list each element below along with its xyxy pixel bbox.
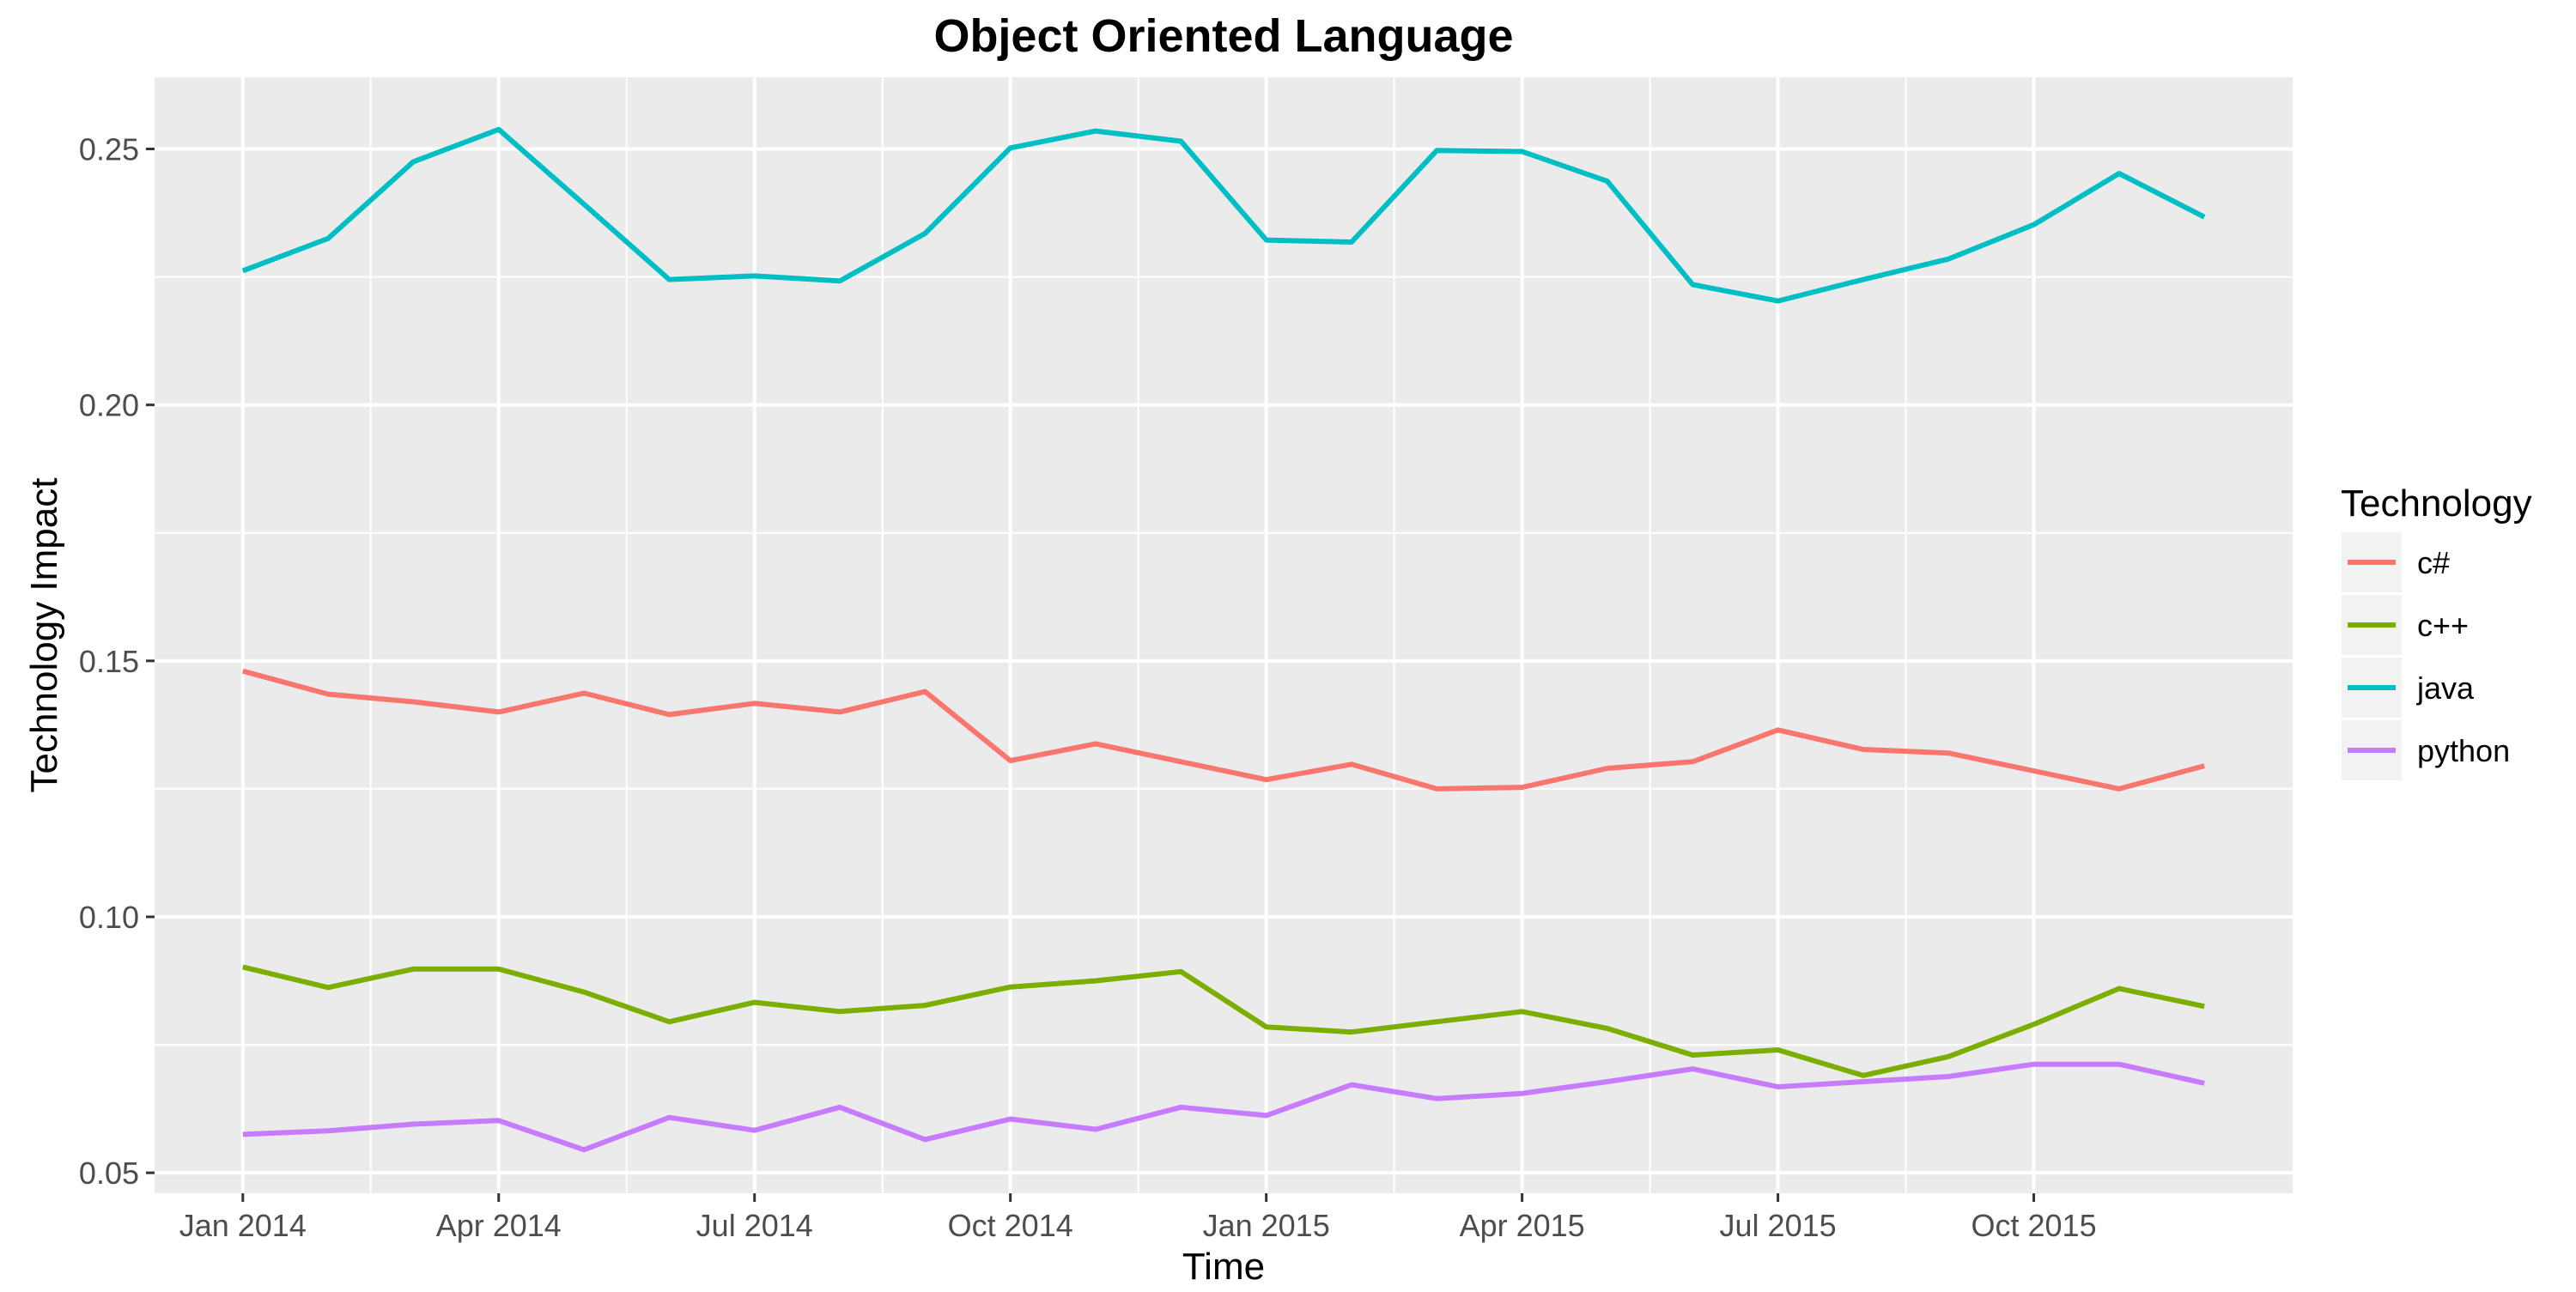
y-tick-label: 0.15 [79, 644, 139, 679]
legend-label-python: python [2417, 733, 2510, 768]
y-tick-label: 0.05 [79, 1156, 139, 1191]
series-line-c# [242, 668, 2205, 792]
axes: 0.05 0.10 0.15 0.20 0.25 Jan 2014 Apr 2014 Jul … [79, 131, 2097, 1243]
legend-title: Technology [2341, 482, 2532, 525]
y-axis-title: Technology Impact [23, 478, 65, 793]
x-tick-label: Jul 2015 [1720, 1208, 1837, 1243]
gridlines [155, 77, 2293, 1193]
x-axis-title: Time [1182, 1246, 1265, 1288]
x-tick-label: Oct 2015 [1971, 1208, 2097, 1243]
series-line-c++ [242, 964, 2205, 1078]
legend: Technology c# c++ java python [2341, 482, 2532, 780]
legend-label-java: java [2416, 670, 2475, 706]
x-tick-label: Apr 2014 [436, 1208, 562, 1243]
series-line-java [241, 126, 2206, 304]
series-lines [241, 126, 2206, 1153]
y-tick-label: 0.25 [79, 131, 139, 167]
x-tick-label: Jan 2015 [1203, 1208, 1330, 1243]
legend-label-c#: c# [2417, 545, 2450, 580]
y-tick-label: 0.10 [79, 900, 139, 935]
x-tick-label: Oct 2014 [948, 1208, 1073, 1243]
y-tick-label: 0.20 [79, 388, 139, 423]
legend-label-c++: c++ [2417, 608, 2469, 643]
plot-background [155, 77, 2293, 1193]
plot-panel [155, 77, 2293, 1193]
x-tick-label: Apr 2015 [1460, 1208, 1585, 1243]
series-line-python [242, 1061, 2205, 1153]
x-tick-label: Jul 2014 [696, 1208, 813, 1243]
chart-title: Object Oriented Language [933, 10, 1513, 62]
x-tick-label: Jan 2014 [179, 1208, 307, 1243]
